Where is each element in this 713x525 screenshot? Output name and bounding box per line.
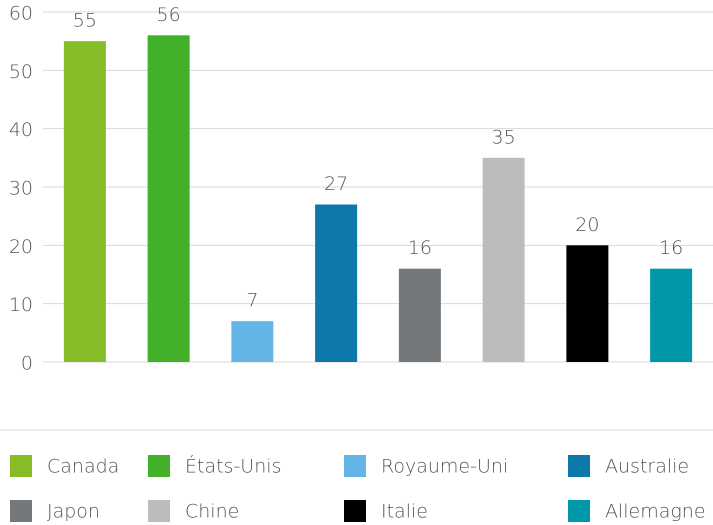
legend-swatch <box>148 455 170 477</box>
data-label: 16 <box>408 237 432 259</box>
data-label: 56 <box>157 4 181 26</box>
data-label: 35 <box>492 126 516 148</box>
bar <box>566 245 609 362</box>
legend-label: Allemagne <box>605 501 706 523</box>
bar <box>63 41 106 363</box>
bar <box>231 321 274 362</box>
legend-label: Italie <box>381 501 428 523</box>
legend-label: Royaume-Uni <box>381 456 508 478</box>
bar <box>398 268 441 362</box>
y-tick-label: 30 <box>9 178 33 200</box>
legend-label: Chine <box>185 501 239 523</box>
y-tick-label: 40 <box>9 119 33 141</box>
legend-swatch <box>344 455 366 477</box>
legend-label: États-Unis <box>185 455 281 478</box>
data-label: 16 <box>659 237 683 259</box>
bar <box>482 157 525 362</box>
y-tick-label: 60 <box>9 3 33 25</box>
y-tick-label: 0 <box>21 353 33 375</box>
legend-swatch <box>148 500 170 522</box>
bar <box>147 35 190 362</box>
data-label: 27 <box>324 173 348 195</box>
legend-swatch <box>568 500 590 522</box>
bar <box>315 204 358 362</box>
legend-label: Australie <box>605 456 689 478</box>
legend-label: Japon <box>47 501 100 523</box>
y-tick-label: 50 <box>9 61 33 83</box>
legend-swatch <box>10 500 32 522</box>
bar <box>650 268 693 362</box>
legend-swatch <box>344 500 366 522</box>
data-label: 55 <box>73 10 97 32</box>
legend-swatch <box>568 455 590 477</box>
legend-label: Canada <box>47 456 119 478</box>
data-label: 7 <box>246 290 258 312</box>
data-label: 20 <box>575 214 599 236</box>
legend-swatch <box>10 455 32 477</box>
y-tick-label: 10 <box>9 294 33 316</box>
y-tick-label: 20 <box>9 236 33 258</box>
